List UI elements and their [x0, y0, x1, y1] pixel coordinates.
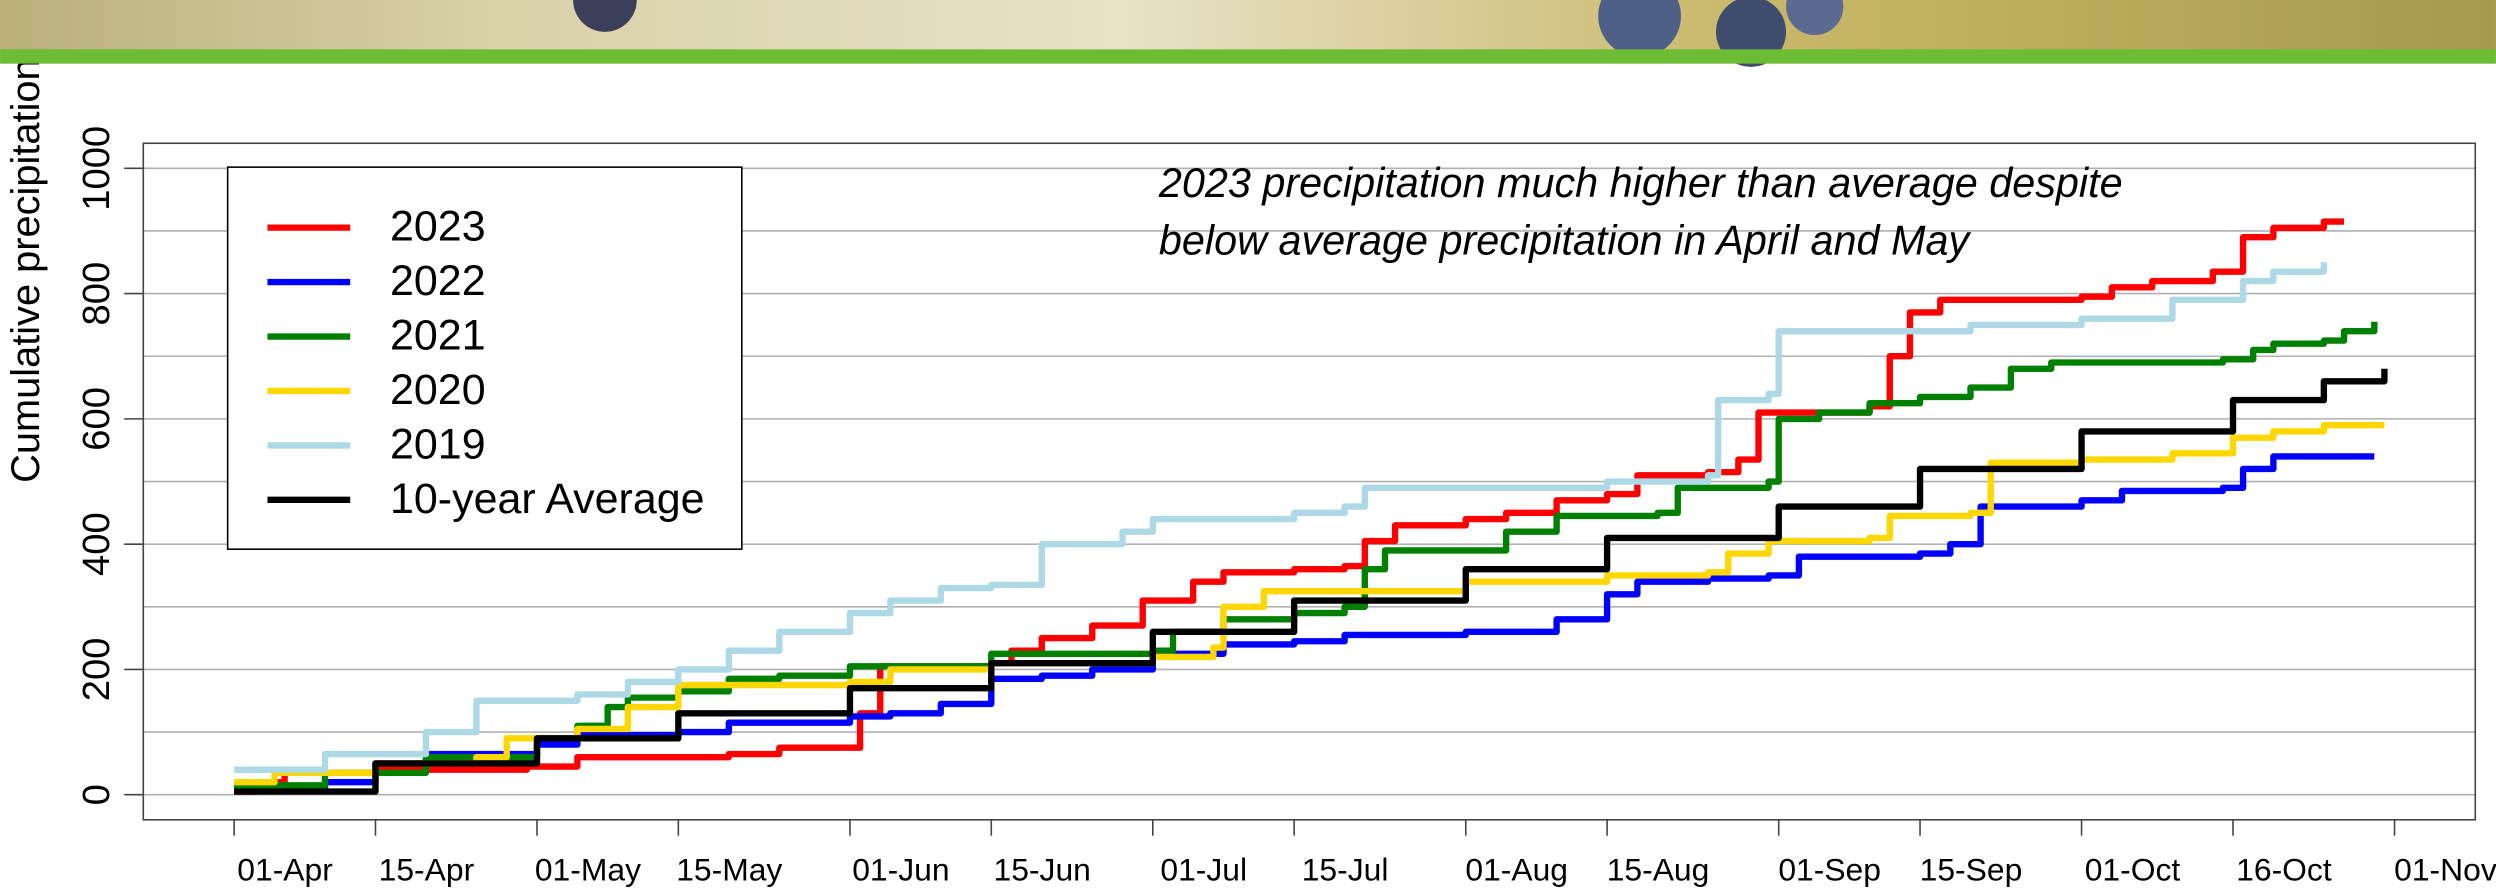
annotation: 2023 precipitation much higher than aver…	[1158, 160, 2123, 206]
y-axis-label: Cumulative precipitation	[4, 58, 48, 483]
y-tick-label: 600	[75, 387, 118, 451]
legend-label: 2020	[390, 366, 486, 414]
x-tick-label: 01-Jun	[852, 852, 949, 888]
y-tick-label: 200	[75, 638, 118, 702]
banner	[0, 0, 2496, 67]
x-tick-label: 01-Apr	[237, 852, 333, 888]
x-tick-label: 01-May	[535, 852, 641, 888]
x-tick-label: 15-Jul	[1302, 852, 1389, 888]
x-tick-label: 01-Jul	[1160, 852, 1247, 888]
legend-label: 2023	[390, 203, 486, 251]
legend-label: 10-year Average	[390, 475, 705, 523]
legend-label: 2021	[390, 311, 486, 359]
x-tick-label: 01-Nov	[2394, 852, 2496, 888]
y-tick-label: 800	[75, 262, 118, 326]
x-tick-label: 15-Sep	[1920, 852, 2023, 888]
x-tick-label: 16-Oct	[2236, 852, 2332, 888]
page: {"chart_data": {"type": "line", "y_label…	[0, 0, 2496, 893]
x-tick-label: 01-Oct	[2085, 852, 2181, 888]
chart: Cumulative precipitation 2023 precipitat…	[0, 0, 2496, 893]
x-tick-label: 01-Aug	[1465, 852, 1568, 888]
x-tick-label: 15-Apr	[379, 852, 475, 888]
legend-label: 2019	[390, 420, 486, 468]
legend-label: 2022	[390, 257, 486, 305]
y-tick-label: 400	[75, 512, 118, 576]
y-tick-label: 1000	[75, 126, 118, 211]
x-tick-label: 15-Jun	[994, 852, 1091, 888]
annotation: below average precipitation in April and…	[1159, 217, 1972, 263]
x-tick-label: 15-May	[676, 852, 782, 888]
y-tick-label: 0	[75, 784, 118, 805]
x-tick-label: 15-Aug	[1607, 852, 1710, 888]
x-tick-label: 01-Sep	[1778, 852, 1881, 888]
